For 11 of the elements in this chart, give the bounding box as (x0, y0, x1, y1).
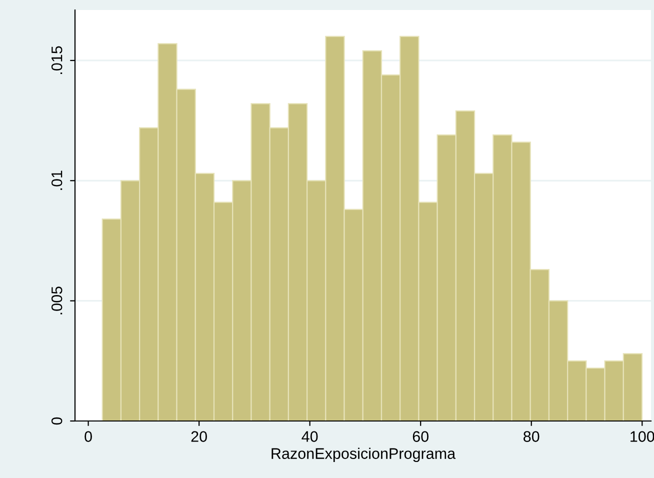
y-tick-label: .005 (51, 286, 62, 314)
y-tick-label: 0 (51, 417, 62, 425)
x-axis-title: RazonExposicionPrograma (272, 448, 456, 462)
x-tick-label: 20 (191, 431, 207, 442)
x-tick-label: 40 (302, 431, 318, 442)
x-tick-label: 100 (630, 431, 654, 442)
x-tick-label: 60 (412, 431, 428, 442)
x-tick-label: 80 (524, 431, 540, 442)
y-tick-label: .015 (51, 46, 62, 74)
x-tick-label: 0 (84, 431, 92, 442)
y-tick-label: .01 (51, 170, 62, 190)
